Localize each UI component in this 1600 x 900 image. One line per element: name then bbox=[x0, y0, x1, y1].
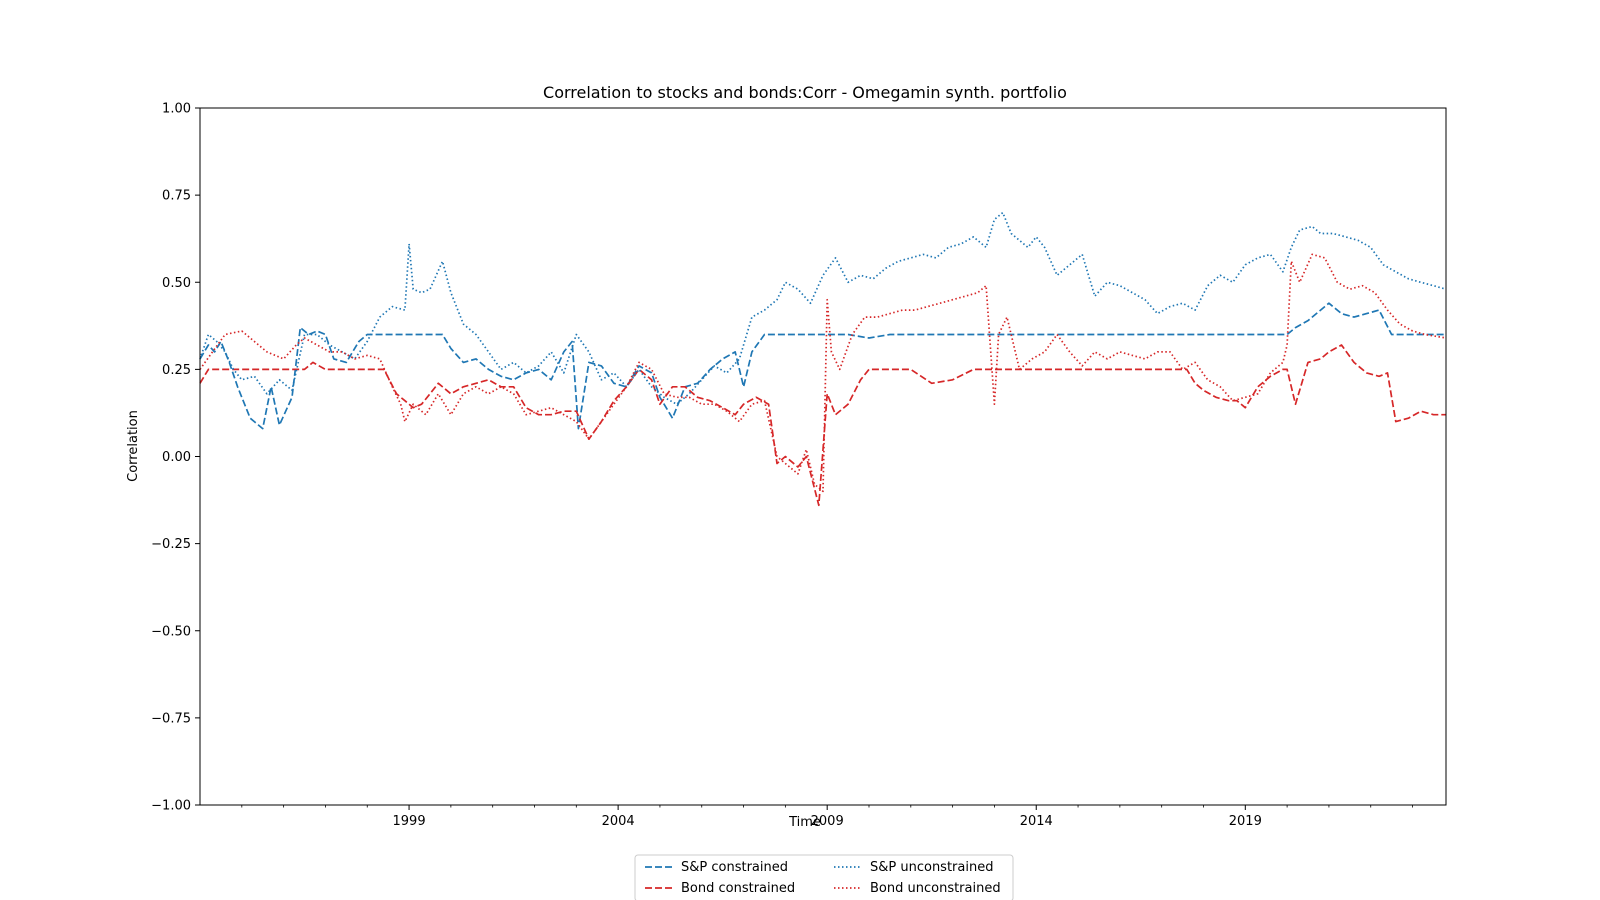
y-tick-label: −0.75 bbox=[151, 711, 191, 726]
y-tick-label: −1.00 bbox=[151, 799, 191, 814]
y-tick-label: 0.50 bbox=[162, 276, 191, 291]
x-axis-ticks: 1999 2004 2009 2014 2019 bbox=[241, 805, 1413, 829]
plot-area-frame bbox=[199, 107, 1447, 806]
y-tick-label: 0.75 bbox=[162, 189, 191, 204]
x-tick-label: 2009 bbox=[811, 814, 844, 829]
series-line-2 bbox=[199, 211, 1447, 406]
x-tick-label: 2014 bbox=[1020, 814, 1053, 829]
y-tick-label: 0.00 bbox=[162, 450, 191, 465]
x-tick-label: 2004 bbox=[602, 814, 635, 829]
x-axis-label: Time bbox=[788, 815, 821, 830]
series-line-1 bbox=[199, 344, 1446, 507]
y-axis-label: Correlation bbox=[126, 410, 141, 482]
x-tick-label: 2019 bbox=[1229, 814, 1262, 829]
x-tick-label: 1999 bbox=[393, 814, 426, 829]
y-tick-label: 1.00 bbox=[162, 102, 191, 117]
series-line-0 bbox=[199, 302, 1446, 430]
legend-label-1: Bond constrained bbox=[681, 881, 795, 896]
series-layer bbox=[199, 211, 1447, 507]
legend-box bbox=[634, 854, 1014, 900]
chart-title: Correlation to stocks and bonds:Corr - O… bbox=[543, 83, 1067, 102]
y-axis-ticks: −1.00 −0.75 −0.50 −0.25 0.00 0.25 0.50 0.75 1.00 bbox=[151, 102, 200, 814]
legend: S&P constrained Bond constrained S&P uncon… bbox=[634, 854, 1014, 900]
series-line-3 bbox=[199, 253, 1447, 493]
legend-label-0: S&P constrained bbox=[681, 860, 788, 875]
y-tick-label: −0.50 bbox=[151, 624, 191, 639]
legend-label-3: Bond unconstrained bbox=[870, 881, 1001, 896]
legend-label-2: S&P unconstrained bbox=[870, 860, 993, 875]
y-tick-label: 0.25 bbox=[162, 363, 191, 378]
y-tick-label: −0.25 bbox=[151, 537, 191, 552]
